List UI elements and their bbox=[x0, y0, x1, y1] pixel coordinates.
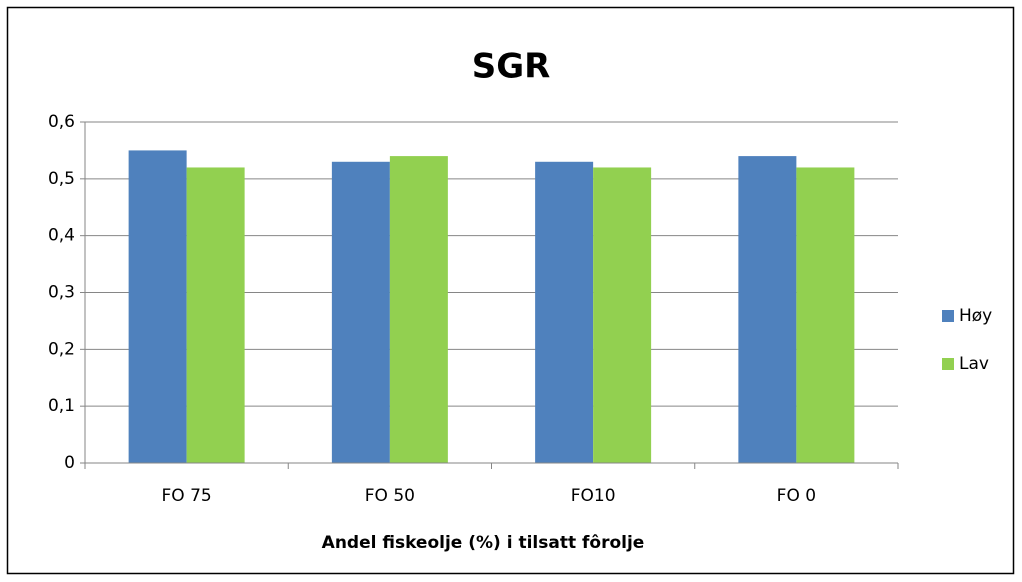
y-tick-label: 0,2 bbox=[48, 339, 75, 359]
y-tick-label: 0,5 bbox=[48, 169, 75, 189]
bar bbox=[331, 161, 390, 464]
legend-label: Høy bbox=[959, 306, 992, 326]
legend-swatch bbox=[942, 358, 954, 370]
y-tick-label: 0,1 bbox=[48, 396, 75, 416]
y-tick-label: 0 bbox=[64, 453, 75, 473]
legend-swatch bbox=[942, 310, 954, 322]
y-tick-label: 0,4 bbox=[48, 226, 75, 246]
bar bbox=[389, 156, 448, 463]
y-tick-label: 0,3 bbox=[48, 283, 75, 303]
bar bbox=[796, 167, 855, 463]
bar bbox=[128, 150, 187, 463]
x-axis-label: Andel fiskeolje (%) i tilsatt fôrolje bbox=[322, 533, 645, 553]
chart-title: SGR bbox=[472, 47, 551, 87]
x-tick-label: FO 0 bbox=[777, 486, 816, 506]
x-tick-label: FO 75 bbox=[162, 486, 212, 506]
bar bbox=[593, 167, 652, 463]
x-tick-label: FO10 bbox=[571, 486, 616, 506]
bar bbox=[186, 167, 245, 463]
bar bbox=[738, 156, 797, 463]
legend-label: Lav bbox=[959, 354, 989, 374]
y-tick-label: 0,6 bbox=[48, 112, 75, 132]
bar bbox=[535, 161, 594, 464]
x-tick-label: FO 50 bbox=[365, 486, 415, 506]
